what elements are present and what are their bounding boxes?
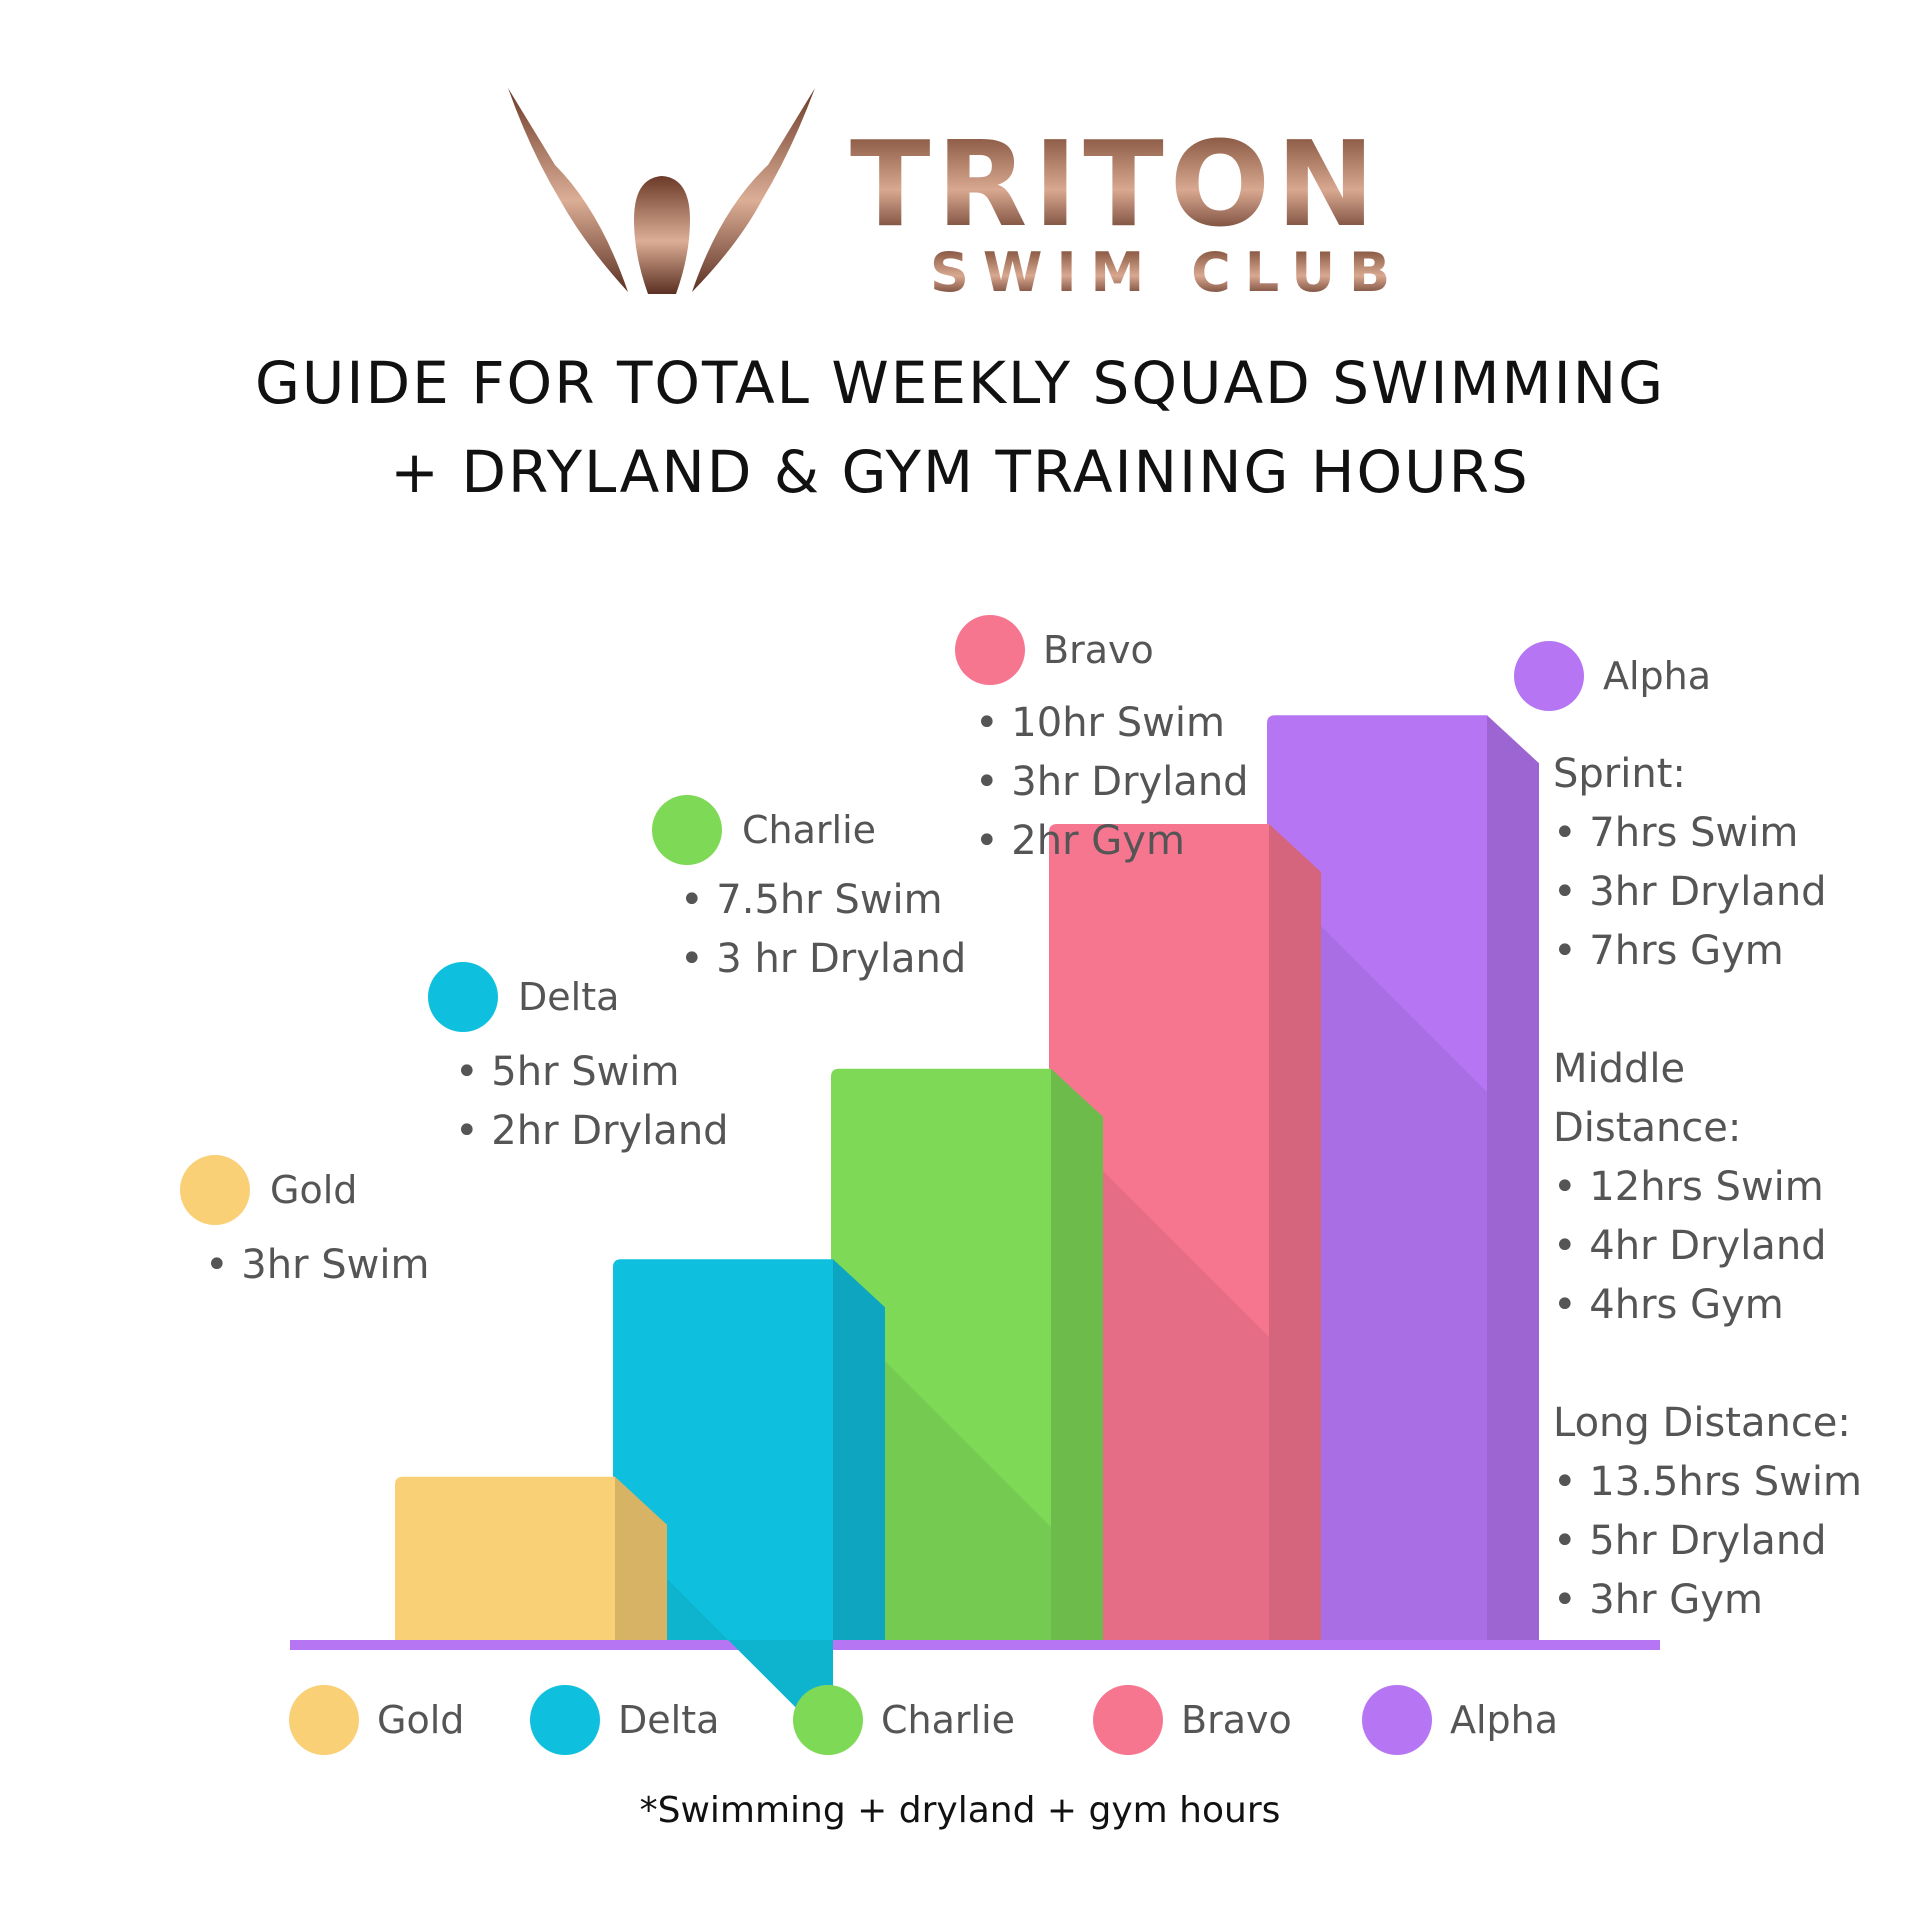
annotation-charlie-line-1: • 3 hr Dryland	[680, 936, 966, 982]
legend-dot-gold	[289, 1685, 359, 1755]
legend-dot-charlie	[793, 1685, 863, 1755]
logo: TRITON SWIM CLUB	[0, 0, 1920, 320]
annotation-dot-bravo	[955, 615, 1025, 685]
bar-delta	[613, 1259, 833, 1640]
annotation-dot-delta	[428, 962, 498, 1032]
annotation-name-charlie: Charlie	[742, 808, 876, 852]
x-axis-line	[290, 1640, 1660, 1650]
chart-title-line-1: GUIDE FOR TOTAL WEEKLY SQUAD SWIMMING	[254, 349, 1666, 417]
annotation-delta-line-1: • 2hr Dryland	[455, 1108, 729, 1154]
annotation-gold-line-0: • 3hr Swim	[205, 1242, 429, 1288]
bar-shadow-bravo	[1049, 1116, 1269, 1640]
legend-label-gold: Gold	[377, 1698, 464, 1742]
annotation-alpha-group-1-heading-0: Middle	[1553, 1046, 1685, 1092]
legend-dot-delta	[530, 1685, 600, 1755]
bar-side-charlie	[1051, 1068, 1103, 1640]
annotation-alpha-group-1-line-1: • 4hr Dryland	[1553, 1223, 1827, 1269]
logo-wordmark: TRITON	[850, 115, 1381, 253]
bar-side-bravo	[1269, 824, 1321, 1640]
bar-shadow-alpha	[1267, 872, 1487, 1640]
annotation-alpha-group-2-line-2: • 3hr Gym	[1553, 1577, 1763, 1623]
annotation-alpha-group-1-line-0: • 12hrs Swim	[1553, 1164, 1824, 1210]
bar-side-alpha	[1487, 715, 1539, 1640]
annotation-bravo-line-2: • 2hr Gym	[975, 818, 1185, 864]
annotation-dot-gold	[180, 1155, 250, 1225]
legend-label-delta: Delta	[618, 1698, 719, 1742]
annotation-alpha-group-0-line-2: • 7hrs Gym	[1553, 928, 1784, 974]
triton-trident-icon	[508, 88, 815, 294]
annotation-name-delta: Delta	[518, 975, 619, 1019]
legend-label-alpha: Alpha	[1450, 1698, 1558, 1742]
annotation-alpha-group-1-heading-1: Distance:	[1553, 1105, 1741, 1151]
annotation-alpha-group-0-heading-0: Sprint:	[1553, 751, 1686, 797]
annotation-alpha-group-2-heading-0: Long Distance:	[1553, 1400, 1851, 1446]
bar-side-gold	[615, 1476, 667, 1640]
annotation-alpha-group-2-line-1: • 5hr Dryland	[1553, 1518, 1827, 1564]
annotation-bravo-line-1: • 3hr Dryland	[975, 759, 1249, 805]
annotation-name-gold: Gold	[270, 1168, 357, 1212]
annotation-dot-alpha	[1514, 641, 1584, 711]
annotation-name-alpha: Alpha	[1603, 654, 1711, 698]
footnote: *Swimming + dryland + gym hours	[639, 1790, 1281, 1831]
annotation-charlie-line-0: • 7.5hr Swim	[680, 877, 943, 923]
bar-shadow-delta	[613, 1524, 833, 1745]
annotation-delta-line-0: • 5hr Swim	[455, 1049, 679, 1095]
annotation-dot-charlie	[652, 795, 722, 865]
annotation-alpha-group-1-line-2: • 4hrs Gym	[1553, 1282, 1784, 1328]
annotation-alpha-group-2-line-0: • 13.5hrs Swim	[1553, 1459, 1862, 1505]
bar-gold	[395, 1476, 615, 1640]
legend-label-bravo: Bravo	[1181, 1698, 1292, 1742]
annotation-name-bravo: Bravo	[1043, 628, 1154, 672]
bar-shadow-charlie	[831, 1307, 1051, 1640]
annotation-alpha-group-0-line-1: • 3hr Dryland	[1553, 869, 1827, 915]
chart-title-line-2: + DRYLAND & GYM TRAINING HOURS	[390, 438, 1530, 506]
annotation-bravo-line-0: • 10hr Swim	[975, 700, 1225, 746]
annotation-alpha-group-0-line-0: • 7hrs Swim	[1553, 810, 1798, 856]
legend-dot-alpha	[1362, 1685, 1432, 1755]
logo-subtitle: SWIM CLUB	[930, 241, 1405, 304]
legend-dot-bravo	[1093, 1685, 1163, 1755]
legend-label-charlie: Charlie	[881, 1698, 1015, 1742]
bar-side-delta	[833, 1259, 885, 1640]
